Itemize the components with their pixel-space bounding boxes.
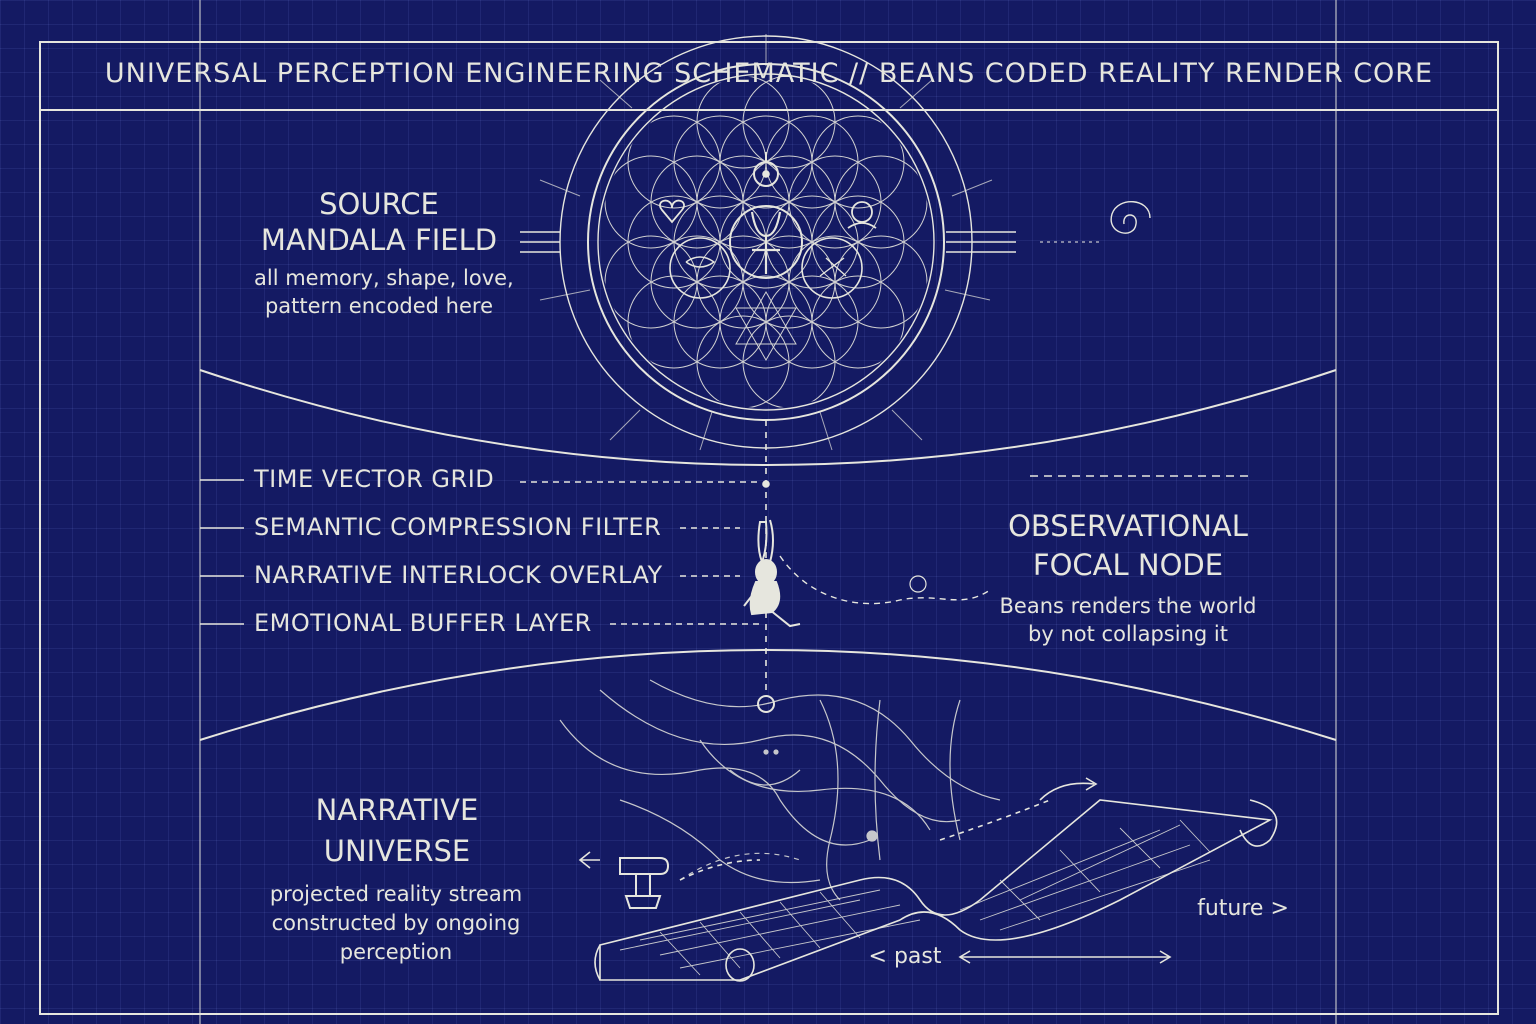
narrative-heading-line2: UNIVERSE: [323, 834, 471, 868]
page-title: UNIVERSAL PERCEPTION ENGINEERING SCHEMAT…: [104, 58, 1434, 89]
timeline-arrows: [578, 777, 1172, 964]
observer-desc-line2: by not collapsing it: [1028, 622, 1228, 646]
focal-node-icon: [757, 695, 775, 713]
perception-field-lines: [559, 679, 1001, 901]
narrative-desc-line2: constructed by ongoing: [271, 911, 521, 935]
timeline-future-label: future >: [1197, 896, 1289, 921]
source-heading-line1: SOURCE: [319, 187, 439, 221]
source-heading-line2: MANDALA FIELD: [260, 223, 498, 257]
source-desc-line1: all memory, shape, love,: [254, 266, 514, 290]
outer-frame: [39, 41, 1499, 1015]
narrative-heading-line1: NARRATIVE: [315, 793, 479, 827]
timeline-scroll-icon: [594, 799, 1278, 982]
layer-time-vector-grid: TIME VECTOR GRID: [254, 465, 495, 493]
source-mandala-icon: [520, 34, 1151, 451]
upper-horizon-arc: [199, 369, 1337, 466]
observer-desc-line1: Beans renders the world: [999, 594, 1257, 618]
observer-heading-line2: FOCAL NODE: [1032, 548, 1224, 582]
source-desc-line2: pattern encoded here: [264, 294, 494, 318]
lower-horizon-arc: [199, 649, 1337, 741]
layer-semantic-compression-filter: SEMANTIC COMPRESSION FILTER: [254, 513, 662, 541]
layer-narrative-interlock-overlay: NARRATIVE INTERLOCK OVERLAY: [254, 561, 663, 589]
narrative-desc-line1: projected reality stream: [269, 882, 523, 906]
beans-rabbit-icon: [743, 519, 991, 628]
observer-heading-line1: OBSERVATIONAL: [1008, 509, 1248, 543]
layer-connectors: [200, 479, 762, 625]
narrative-pedestal-icon: [619, 857, 670, 909]
narrative-desc-line3: perception: [339, 940, 453, 964]
timeline-past-label: < past: [868, 944, 942, 969]
layer-emotional-buffer: EMOTIONAL BUFFER LAYER: [254, 609, 592, 637]
